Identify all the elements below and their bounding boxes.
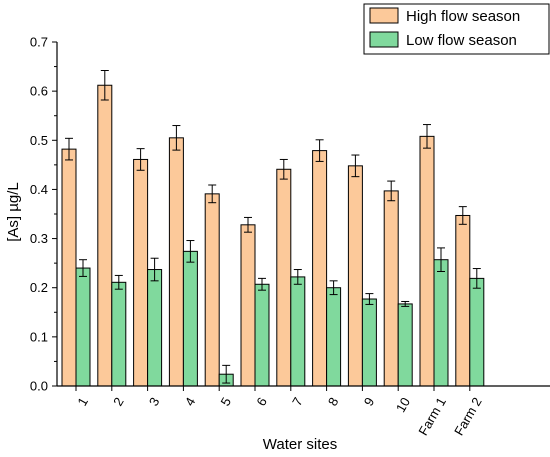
y-tick-label: 0.2 bbox=[30, 280, 48, 295]
error-bar-low-flow-12 bbox=[472, 268, 481, 289]
bar-low-flow-7 bbox=[290, 276, 306, 387]
y-tick-label: 0.7 bbox=[30, 35, 48, 50]
error-bar-high-flow-4 bbox=[172, 125, 181, 151]
error-bar-high-flow-11 bbox=[423, 124, 431, 149]
bar-high-flow-7 bbox=[276, 168, 292, 387]
error-bar-low-flow-5 bbox=[222, 364, 231, 384]
error-bar-low-flow-6 bbox=[258, 277, 266, 291]
error-bar-low-flow-2 bbox=[114, 274, 123, 290]
bar-high-flow-2 bbox=[97, 84, 113, 387]
y-tick-label: 0.4 bbox=[30, 182, 48, 197]
x-tick-label: Farm 1 bbox=[415, 395, 449, 438]
bar-high-flow-11 bbox=[419, 135, 435, 387]
bar-low-flow-10 bbox=[397, 303, 413, 387]
x-tick-label: 6 bbox=[253, 395, 270, 409]
error-bar-high-flow-10 bbox=[387, 180, 396, 202]
error-bar-low-flow-4 bbox=[186, 240, 195, 263]
x-tick-label: 3 bbox=[146, 395, 163, 409]
bar-high-flow-4 bbox=[168, 137, 184, 387]
y-tick-label: 0.0 bbox=[30, 379, 48, 394]
x-tick-label: 1 bbox=[74, 395, 91, 409]
error-bar-high-flow-5 bbox=[208, 184, 217, 204]
x-tick-label: 10 bbox=[393, 395, 413, 415]
error-bar-high-flow-6 bbox=[244, 216, 252, 233]
bar-high-flow-5 bbox=[204, 193, 220, 387]
bar-high-flow-12 bbox=[455, 214, 471, 387]
bar-high-flow-10 bbox=[383, 190, 399, 387]
error-bar-high-flow-3 bbox=[136, 148, 145, 171]
x-tick-label: 8 bbox=[325, 395, 342, 409]
error-bar-high-flow-2 bbox=[100, 70, 109, 101]
x-tick-label: 7 bbox=[289, 395, 306, 409]
error-bar-low-flow-1 bbox=[79, 259, 87, 277]
error-bar-high-flow-1 bbox=[65, 137, 73, 161]
x-axis-title: Water sites bbox=[263, 436, 337, 453]
x-tick-label: 9 bbox=[361, 395, 378, 409]
y-tick-label: 0.5 bbox=[30, 133, 48, 148]
error-bar-low-flow-10 bbox=[401, 300, 410, 307]
error-bar-high-flow-9 bbox=[351, 154, 360, 178]
error-bar-low-flow-3 bbox=[150, 257, 159, 282]
bar-high-flow-6 bbox=[240, 224, 256, 387]
legend-swatch-low-flow bbox=[369, 31, 399, 48]
x-tick-label: Farm 2 bbox=[451, 395, 485, 438]
bar-high-flow-8 bbox=[312, 150, 328, 387]
error-bar-low-flow-11 bbox=[437, 247, 445, 272]
y-axis-title: [As] µg/L bbox=[5, 182, 22, 242]
legend-label-low-flow: Low flow season bbox=[406, 32, 517, 49]
bar-low-flow-1 bbox=[75, 267, 91, 387]
bar-low-flow-8 bbox=[326, 287, 342, 387]
error-bar-high-flow-7 bbox=[279, 158, 288, 180]
x-tick-label: 2 bbox=[110, 395, 127, 409]
legend-label-high-flow: High flow season bbox=[406, 8, 520, 25]
bar-low-flow-3 bbox=[147, 269, 163, 387]
bar-low-flow-2 bbox=[111, 281, 127, 387]
y-tick-label: 0.3 bbox=[30, 231, 48, 246]
y-tick-label: 0.1 bbox=[30, 329, 48, 344]
legend: High flow season Low flow season bbox=[363, 3, 550, 55]
bar-low-flow-6 bbox=[254, 283, 270, 387]
y-tick-label: 0.6 bbox=[30, 84, 48, 99]
error-bar-low-flow-7 bbox=[293, 269, 302, 285]
x-tick-label: 4 bbox=[182, 395, 199, 409]
error-bar-high-flow-12 bbox=[458, 206, 467, 225]
bar-low-flow-4 bbox=[182, 250, 198, 387]
bar-high-flow-9 bbox=[347, 165, 363, 387]
error-bar-high-flow-8 bbox=[315, 139, 324, 162]
error-bar-low-flow-9 bbox=[365, 293, 374, 305]
bar-low-flow-11 bbox=[433, 259, 449, 387]
bar-low-flow-9 bbox=[361, 298, 377, 387]
bar-high-flow-3 bbox=[133, 158, 149, 387]
x-tick-label: 5 bbox=[217, 395, 234, 409]
error-bar-low-flow-8 bbox=[329, 280, 338, 296]
bar-low-flow-12 bbox=[469, 277, 485, 387]
bar-high-flow-1 bbox=[61, 148, 77, 387]
legend-swatch-high-flow bbox=[369, 7, 399, 24]
plot-area bbox=[61, 70, 485, 387]
